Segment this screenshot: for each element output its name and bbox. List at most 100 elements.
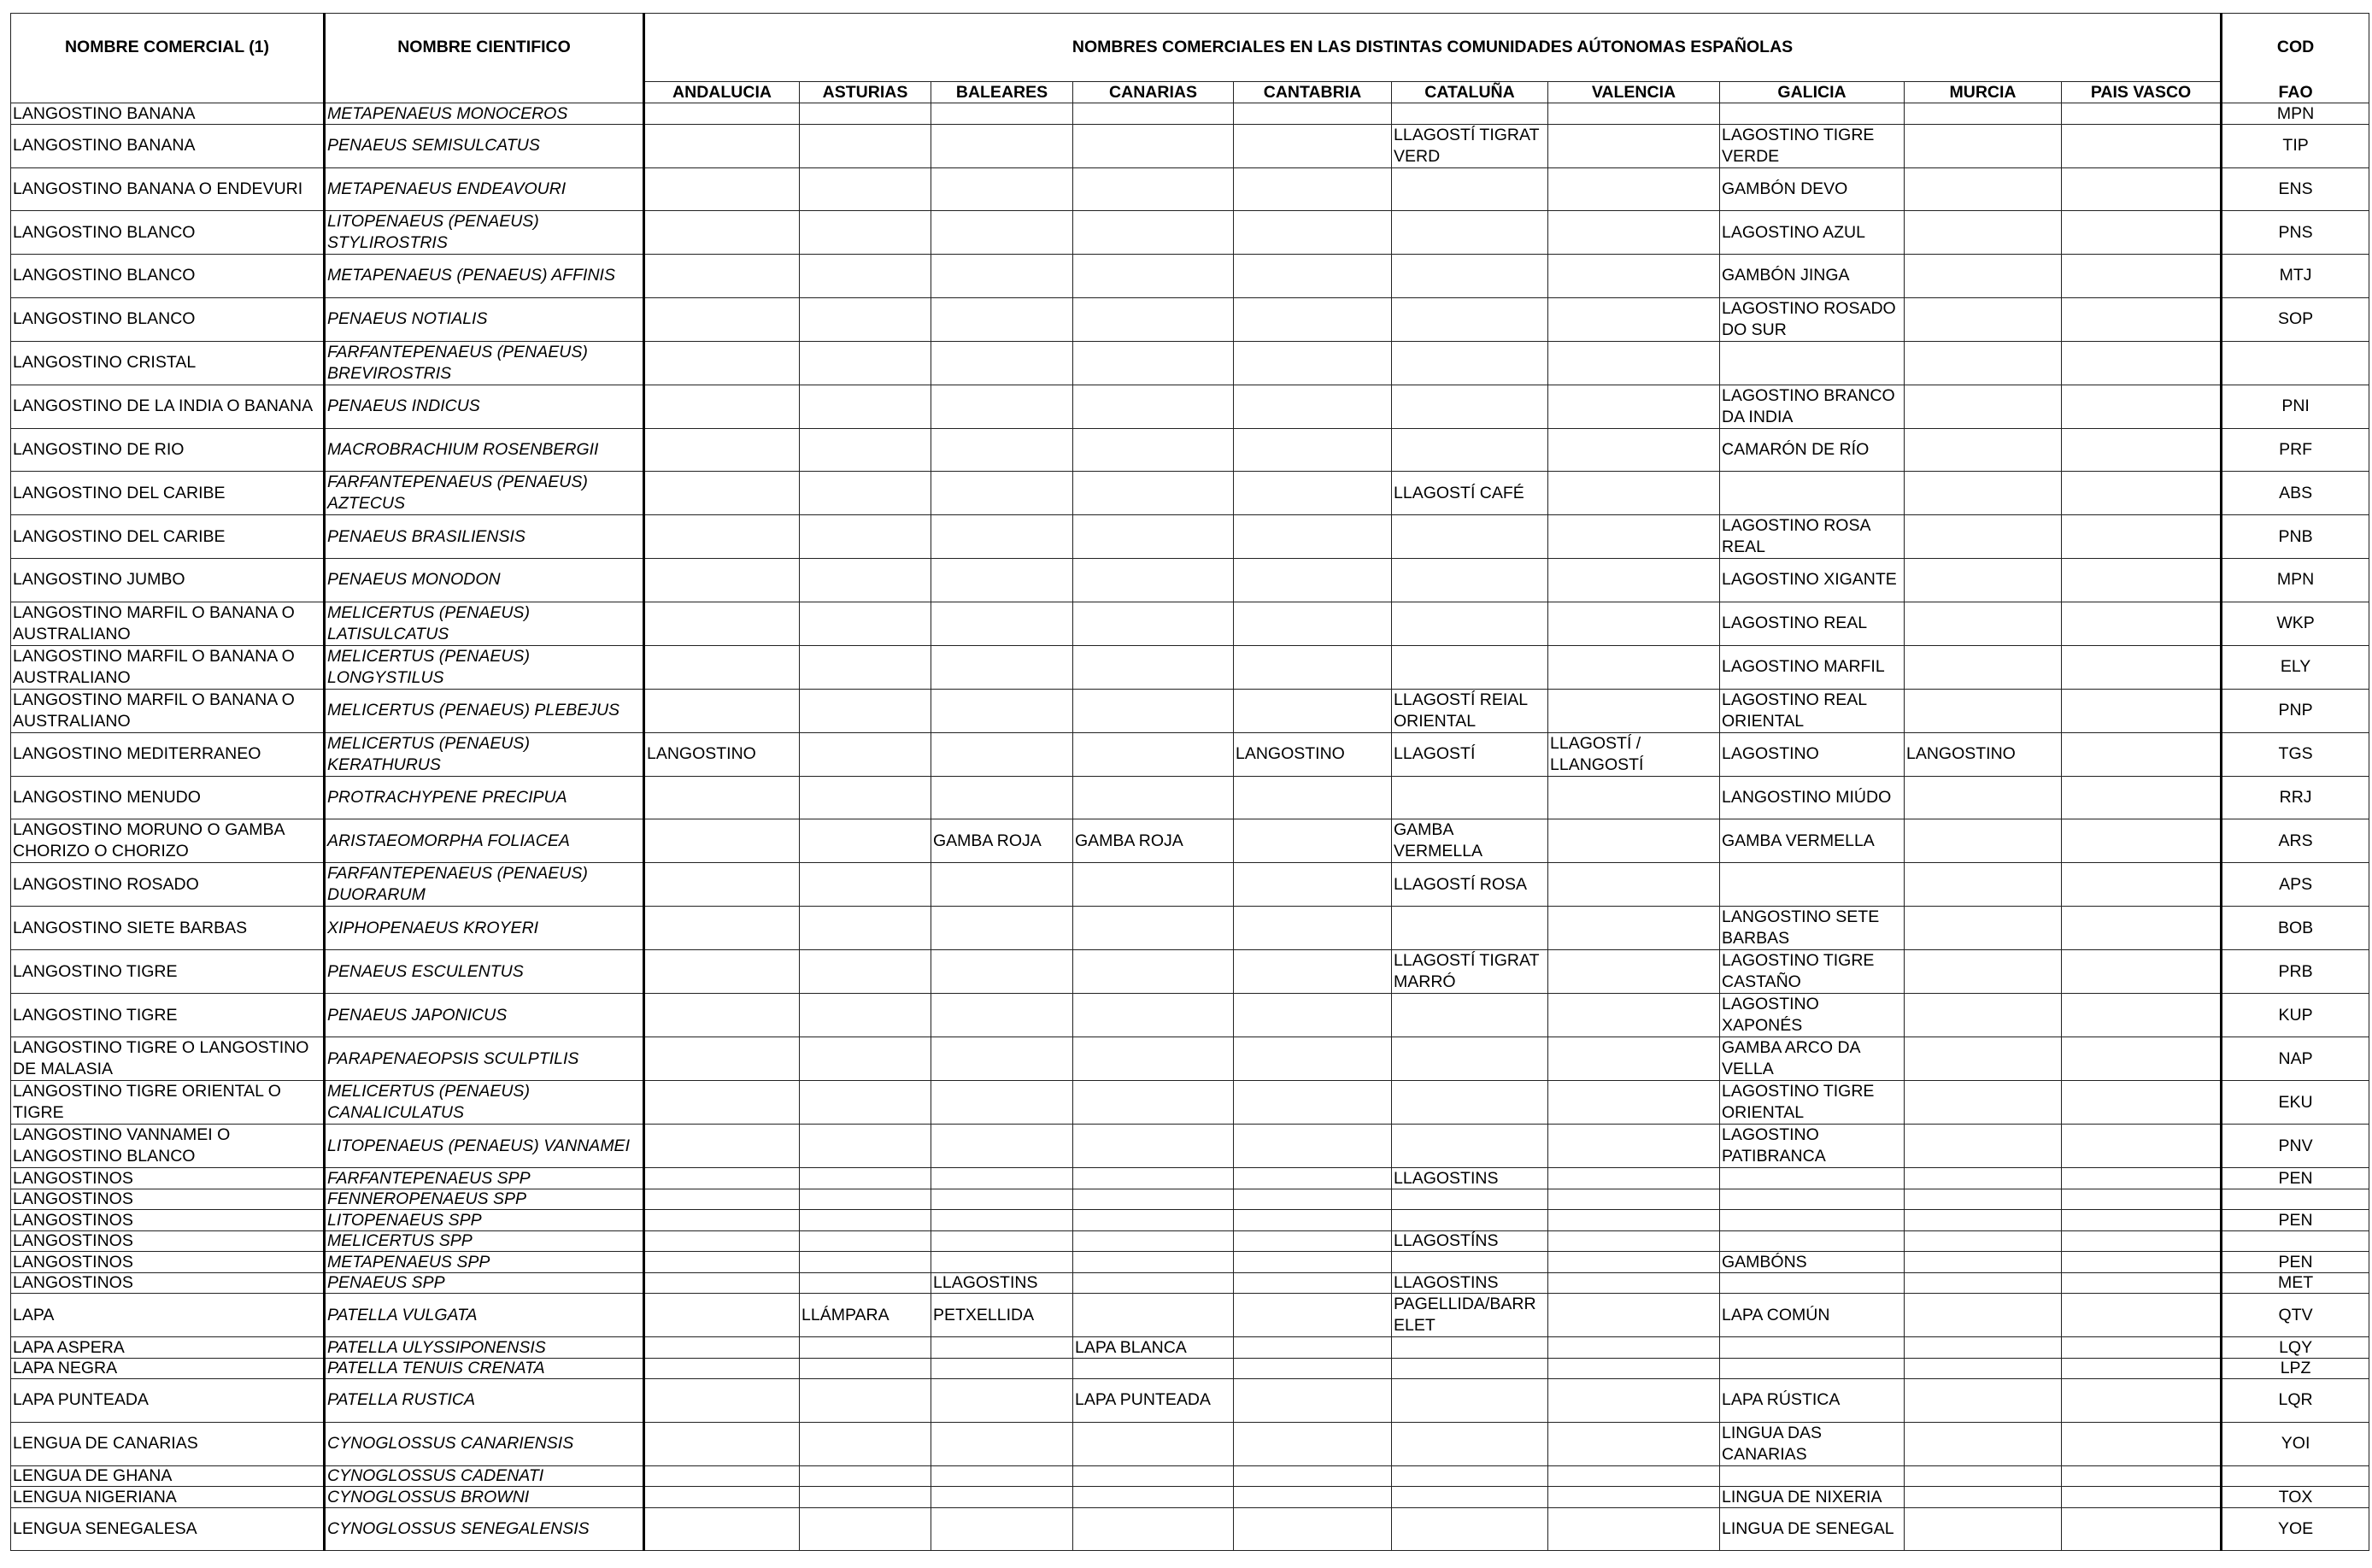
cell-region-name: LANGOSTINO MIÚDO [1719, 775, 1905, 819]
cell-region-name [1547, 254, 1720, 298]
cell-region-name [2060, 514, 2223, 559]
cell-region-name [1391, 1188, 1548, 1210]
cell-nombre-comercial: LANGOSTINO BANANA O ENDEVURI [10, 167, 326, 211]
cell-region-name [643, 775, 800, 819]
cell-nombre-cientifico: MELICERTUS (PENAEUS) CANALICULATUS [324, 1080, 645, 1125]
cell-region-name [1072, 688, 1234, 733]
cell-region-name [1719, 103, 1905, 125]
cell-region-name [1233, 1357, 1392, 1379]
cell-region-name [931, 254, 1073, 298]
table-row: LANGOSTINO TIGRE ORIENTAL O TIGRE MELICER… [10, 1080, 2370, 1125]
cell-region-name [1391, 167, 1548, 211]
table-row: LAPA ASPERA PATELLA ULYSSIPONENSIS LAPA BL… [10, 1336, 2370, 1359]
table-row: LANGOSTINOS FENNEROPENAEUS SPP [10, 1188, 2370, 1210]
cell-fao-code: TGS [2221, 731, 2370, 777]
cell-region-name [2060, 558, 2223, 602]
cell-region-name [643, 1336, 800, 1359]
cell-nombre-cientifico: CYNOGLOSSUS CADENATI [324, 1465, 645, 1487]
cell-region-name: LAGOSTINO TIGRE ORIENTAL [1719, 1080, 1905, 1125]
cell-region-name [1547, 1421, 1720, 1466]
cell-region-name [1233, 1336, 1392, 1359]
cell-fao-code: PEN [2221, 1167, 2370, 1189]
header-region: GALICIA [1719, 81, 1905, 103]
cell-region-name [1072, 254, 1234, 298]
cell-nombre-cientifico: PATELLA TENUIS CRENATA [324, 1357, 645, 1379]
cell-region-name [931, 297, 1073, 342]
cell-region-name [2060, 1357, 2223, 1379]
cell-region-name [1233, 1465, 1392, 1487]
cell-nombre-cientifico: CYNOGLOSSUS SENEGALENSIS [324, 1506, 645, 1551]
cell-nombre-comercial: LANGOSTINO SIETE BARBAS [10, 906, 326, 950]
cell-region-name [1547, 949, 1720, 994]
header-spacer [10, 81, 326, 103]
cell-region-name [1233, 167, 1392, 211]
cell-region-name [1547, 471, 1720, 515]
cell-region-name [1719, 1188, 1905, 1210]
cell-region-name [931, 688, 1073, 733]
cell-region-name [1904, 1465, 2062, 1487]
cell-fao-code: TIP [2221, 123, 2370, 168]
cell-region-name: LLAGOSTÍ TIGRAT VERD [1391, 123, 1548, 168]
cell-nombre-comercial: LANGOSTINO VANNAMEI O LANGOSTINO BLANCO [10, 1124, 326, 1168]
cell-nombre-cientifico: LITOPENAEUS SPP [324, 1209, 645, 1231]
table-row: LENGUA SENEGALESA CYNOGLOSSUS SENEGALENSI… [10, 1506, 2370, 1551]
cell-region-name [1233, 103, 1392, 125]
cell-region-name [1391, 254, 1548, 298]
cell-region-name [1391, 906, 1548, 950]
cell-region-name [1391, 427, 1548, 472]
cell-region-name: PAGELLIDA/BARR ELET [1391, 1293, 1548, 1337]
cell-region-name [1233, 471, 1392, 515]
cell-region-name [931, 558, 1073, 602]
cell-region-name [931, 514, 1073, 559]
cell-region-name [1391, 1037, 1548, 1081]
cell-region-name [1391, 1251, 1548, 1273]
cell-region-name [1233, 688, 1392, 733]
cell-region-name [799, 1421, 931, 1466]
cell-region-name [931, 167, 1073, 211]
cell-region-name [2060, 1378, 2223, 1423]
cell-region-name [1233, 1486, 1392, 1508]
cell-region-name [799, 1251, 931, 1273]
cell-region-name [1547, 906, 1720, 950]
table-row: LANGOSTINO BANANA PENAEUS SEMISULCATUS LLA… [10, 123, 2370, 168]
cell-region-name [2060, 601, 2223, 646]
cell-fao-code: ENS [2221, 167, 2370, 211]
cell-fao-code: QTV [2221, 1293, 2370, 1337]
cell-nombre-cientifico: PARAPENAEOPSIS SCULPTILIS [324, 1037, 645, 1081]
cell-nombre-comercial: LANGOSTINO DE RIO [10, 427, 326, 472]
cell-region-name [643, 254, 800, 298]
cell-region-name: LAPA BLANCA [1072, 1336, 1234, 1359]
cell-region-name [1904, 1037, 2062, 1081]
cell-nombre-comercial: LAPA [10, 1293, 326, 1337]
cell-region-name: LAGOSTINO AZUL [1719, 210, 1905, 255]
cell-region-name: PETXELLIDA [931, 1293, 1073, 1337]
table-row: LANGOSTINO MARFIL O BANANA O AUSTRALIANO… [10, 601, 2370, 646]
cell-fao-code [2221, 1230, 2370, 1252]
cell-region-name [1072, 993, 1234, 1037]
cell-region-name [643, 1357, 800, 1379]
cell-region-name [799, 1336, 931, 1359]
cell-region-name [1904, 427, 2062, 472]
cell-nombre-comercial: LANGOSTINO MENUDO [10, 775, 326, 819]
cell-region-name [1547, 558, 1720, 602]
cell-region-name [2060, 1209, 2223, 1231]
cell-region-name [799, 210, 931, 255]
cell-region-name [1391, 601, 1548, 646]
table-row: LANGOSTINO JUMBO PENAEUS MONODON LAGOSTINO… [10, 558, 2370, 602]
cell-region-name [1391, 1465, 1548, 1487]
cell-region-name [1904, 1251, 2062, 1273]
cell-nombre-comercial: LANGOSTINO BLANCO [10, 254, 326, 298]
cell-region-name [1072, 731, 1234, 777]
cell-region-name [799, 514, 931, 559]
table-row: LANGOSTINO MARFIL O BANANA O AUSTRALIANO… [10, 644, 2370, 690]
cell-region-name [799, 775, 931, 819]
cell-nombre-comercial: LANGOSTINO BLANCO [10, 210, 326, 255]
cell-region-name: LAGOSTINO PATIBRANCA [1719, 1124, 1905, 1168]
cell-nombre-cientifico: METAPENAEUS (PENAEUS) AFFINIS [324, 254, 645, 298]
cell-region-name [1391, 1486, 1548, 1508]
cell-region-name [643, 993, 800, 1037]
cell-region-name [1233, 1378, 1392, 1423]
cell-region-name: LAGOSTINO REAL ORIENTAL [1719, 688, 1905, 733]
cell-region-name [799, 1037, 931, 1081]
cell-region-name [2060, 731, 2223, 777]
